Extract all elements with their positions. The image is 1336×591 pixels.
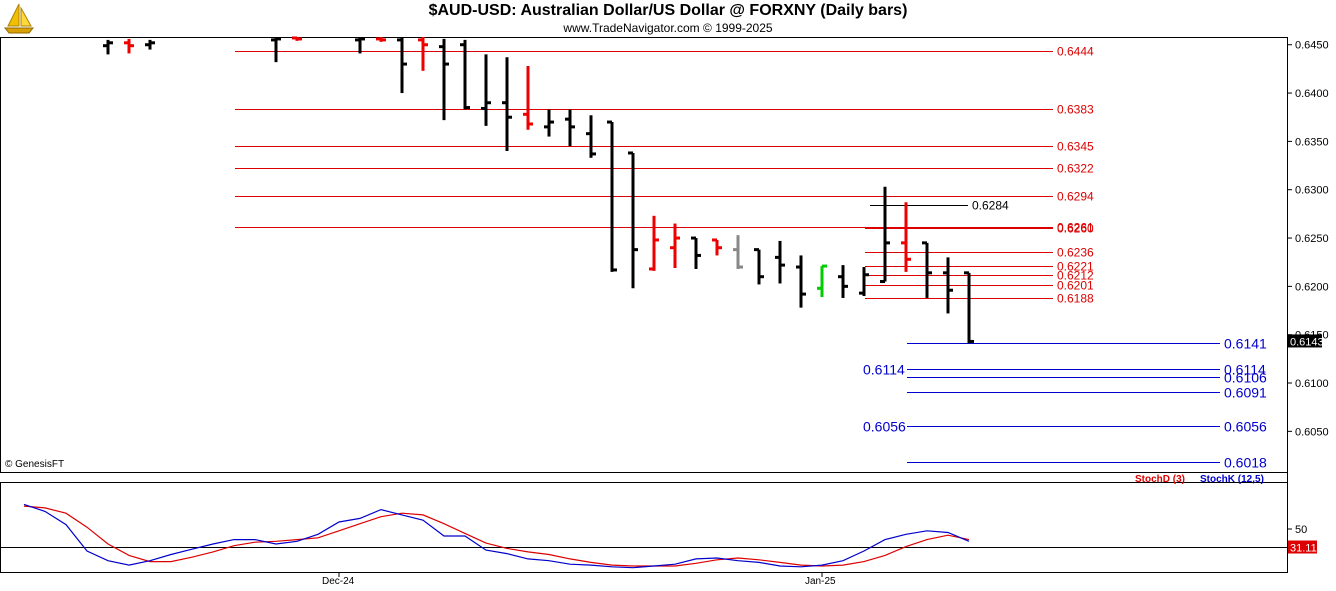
stochd-line bbox=[23, 505, 970, 567]
resistance-label: 0.6188 bbox=[1057, 292, 1094, 306]
resistance-label: 0.6221 bbox=[1057, 260, 1094, 274]
legend-stochk: StochK (12,5) bbox=[1200, 474, 1264, 485]
price-tick-label: 0.6200 bbox=[1295, 281, 1329, 293]
price-tick-label: 0.6300 bbox=[1295, 185, 1329, 197]
stoch-last-label: 31.11 bbox=[1290, 543, 1317, 555]
support-label: 0.6056 bbox=[1224, 419, 1267, 435]
price-tick-label: 0.6350 bbox=[1295, 136, 1329, 148]
resistance-label: 0.6383 bbox=[1057, 103, 1094, 117]
price-tick-label: 0.6250 bbox=[1295, 233, 1329, 245]
resistance-label: 0.6212 bbox=[1057, 269, 1094, 283]
genesis-watermark: © GenesisFT bbox=[5, 459, 64, 470]
support-label: 0.6114 bbox=[1224, 362, 1266, 378]
support-label: 0.6018 bbox=[1224, 455, 1267, 471]
stoch-panel-frame bbox=[0, 482, 1288, 573]
support-label: 0.6106 bbox=[1224, 370, 1267, 386]
legend-stochd: StochD (3) bbox=[1135, 474, 1185, 485]
support-label-left: 0.6056 bbox=[863, 419, 906, 435]
resistance-label: 0.6345 bbox=[1057, 140, 1094, 154]
support-label-left: 0.6114 bbox=[863, 362, 905, 378]
date-tick-label: Dec-24 bbox=[322, 576, 355, 587]
resistance-label: 0.6261 bbox=[1057, 221, 1094, 235]
level-label-black: 0.6284 bbox=[972, 199, 1009, 213]
support-label: 0.6091 bbox=[1224, 385, 1267, 401]
last-price-box bbox=[1288, 334, 1322, 348]
chart-title: $AUD-USD: Australian Dollar/US Dollar @ … bbox=[428, 2, 908, 19]
stochk-line bbox=[23, 503, 970, 569]
resistance-label: 0.6322 bbox=[1057, 162, 1094, 176]
price-tick-label: 0.6100 bbox=[1295, 378, 1329, 390]
stoch-tick-label: 50 bbox=[1295, 524, 1307, 536]
last-price-label: 0.6143 bbox=[1290, 336, 1324, 348]
chart-subtitle: www.TradeNavigator.com © 1999-2025 bbox=[563, 21, 773, 35]
stoch-last-box bbox=[1288, 540, 1317, 554]
support-label: 0.6141 bbox=[1224, 336, 1267, 352]
resistance-label: 0.6294 bbox=[1057, 190, 1094, 204]
price-tick-label: 0.6050 bbox=[1295, 426, 1329, 438]
resistance-label: 0.6260 bbox=[1057, 222, 1094, 236]
price-tick-label: 0.6400 bbox=[1295, 88, 1329, 100]
resistance-label: 0.6444 bbox=[1057, 45, 1094, 59]
resistance-label: 0.6236 bbox=[1057, 246, 1094, 260]
price-tick-label: 0.6450 bbox=[1295, 40, 1329, 52]
price-panel-frame bbox=[0, 37, 1288, 473]
sailboat-logo-icon bbox=[2, 2, 36, 34]
resistance-label: 0.6201 bbox=[1057, 279, 1094, 293]
date-tick-label: Jan-25 bbox=[805, 576, 836, 587]
